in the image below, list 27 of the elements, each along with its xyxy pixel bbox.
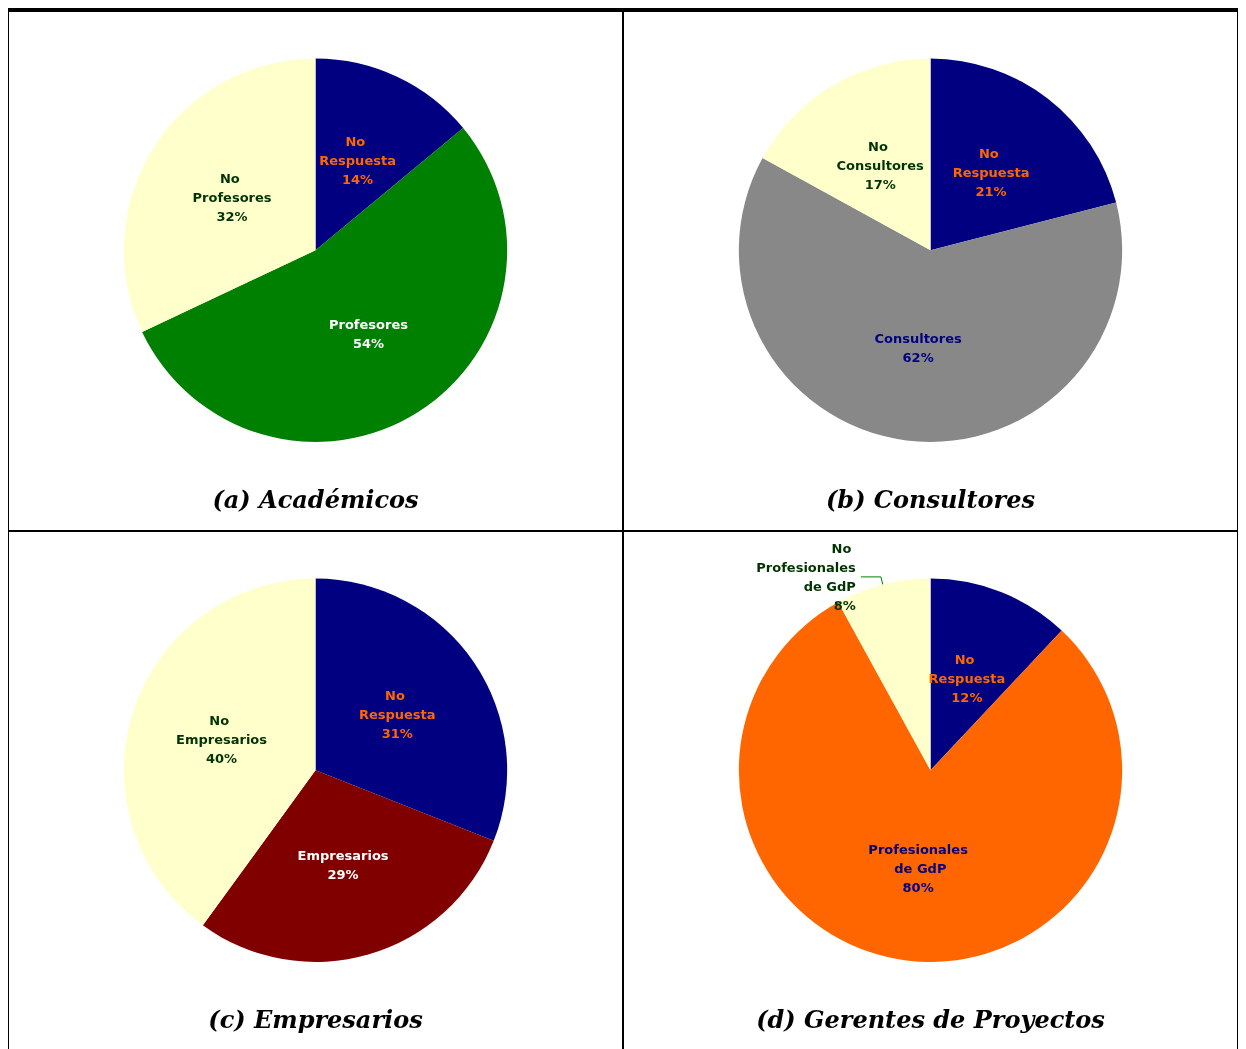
slice-label: Profesores (328, 316, 409, 332)
text: (c) Empresarios (208, 1004, 424, 1034)
data-label: 31% (381, 726, 413, 742)
slice-label: No Profesionales de GdP (756, 540, 857, 594)
data-label: 80% (902, 879, 934, 895)
data-label: 40% (205, 751, 238, 767)
slice-label: No Respuesta (358, 688, 436, 723)
data-label: 14% (342, 172, 374, 188)
slice-label: No Profesores (192, 170, 272, 205)
data-label: 17% (864, 176, 896, 192)
slice-label: Consultores (874, 331, 963, 347)
slice-label: No Respuesta (319, 134, 396, 169)
slice-label: Empresarios (297, 848, 389, 864)
text: (d) Gerentes de Proyectos (756, 1004, 1106, 1034)
data-label: 8% (833, 597, 856, 613)
slice-label: No Empresarios (176, 713, 268, 748)
data-label: 62% (902, 350, 934, 366)
data-label: 32% (216, 208, 248, 224)
data-label: 12% (951, 689, 983, 705)
data-label: 54% (352, 335, 385, 351)
text: (a) Académicos (212, 484, 420, 514)
slice-label: No Respuesta (952, 145, 1030, 180)
data-label: 29% (327, 867, 359, 883)
data-label: 21% (975, 183, 1007, 199)
slice-label: Profesionales de GdP (868, 841, 969, 876)
slice-label: No Consultores (836, 138, 925, 173)
text: (b) Consultores (825, 484, 1036, 514)
